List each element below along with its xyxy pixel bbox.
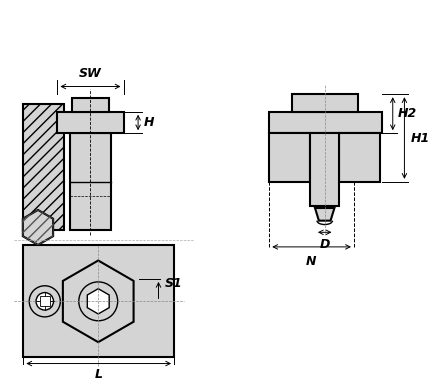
- Text: H: H: [144, 116, 154, 129]
- Bar: [24, 104, 64, 230]
- Bar: [72, 98, 109, 112]
- Text: SW: SW: [79, 67, 102, 80]
- Bar: [40, 296, 50, 306]
- Bar: [310, 133, 339, 206]
- Circle shape: [79, 282, 118, 321]
- Polygon shape: [63, 261, 133, 342]
- Bar: [339, 133, 380, 182]
- Text: H2: H2: [398, 107, 417, 120]
- Bar: [24, 245, 174, 357]
- Text: N: N: [306, 255, 317, 268]
- Text: H1: H1: [410, 131, 429, 144]
- Polygon shape: [315, 208, 334, 221]
- Polygon shape: [87, 289, 109, 314]
- Text: D: D: [320, 238, 330, 251]
- Circle shape: [29, 286, 60, 317]
- Polygon shape: [23, 210, 53, 245]
- Bar: [269, 133, 310, 182]
- Bar: [70, 133, 111, 230]
- Bar: [58, 112, 123, 133]
- Text: L: L: [94, 368, 102, 381]
- Circle shape: [36, 293, 54, 310]
- Bar: [292, 94, 358, 112]
- Text: S1: S1: [165, 277, 183, 290]
- Bar: [269, 112, 382, 133]
